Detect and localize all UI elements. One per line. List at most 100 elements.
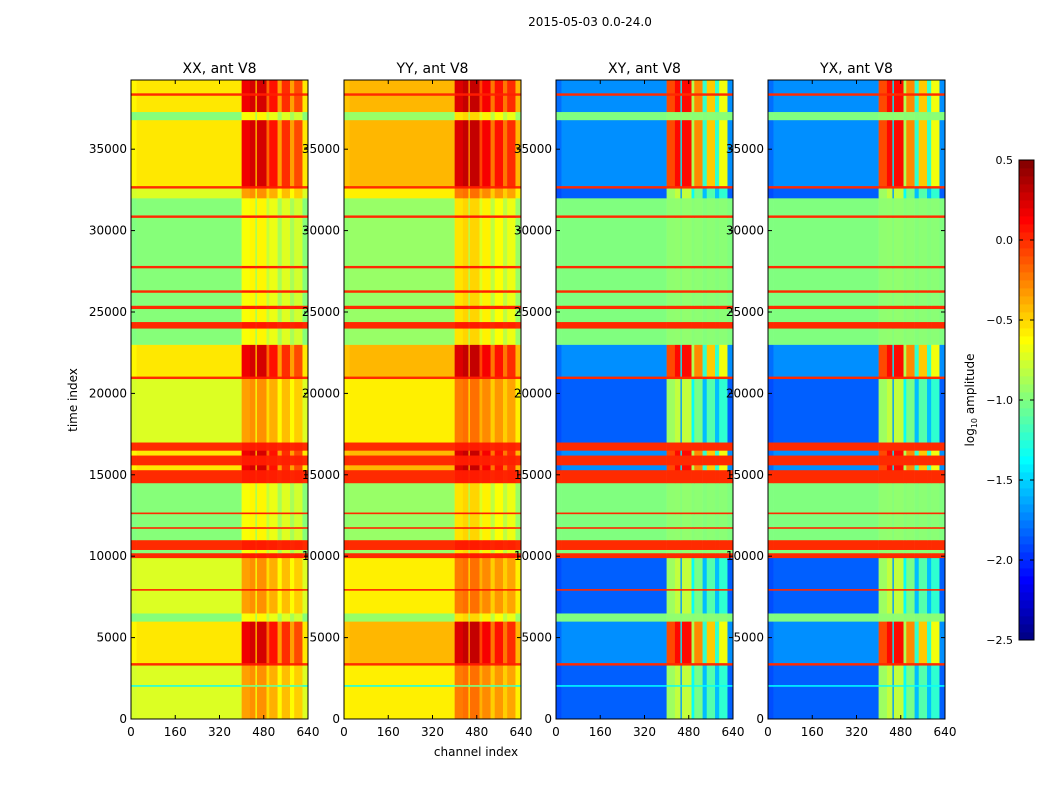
heatmap-cell: [878, 93, 888, 96]
heatmap-cell: [507, 590, 516, 614]
heatmap-cell: [302, 268, 309, 291]
heatmap-cell: [927, 684, 932, 687]
heatmap-cell: [490, 469, 496, 484]
heatmap-cell: [680, 328, 683, 345]
heatmap-cell: [503, 662, 508, 666]
heatmap-cell: [886, 185, 893, 189]
heatmap-cell: [482, 512, 491, 515]
heatmap-cell: [939, 665, 946, 686]
colorbar-segment: [1019, 248, 1034, 257]
heatmap-cell: [255, 512, 258, 515]
colorbar-segment: [1019, 432, 1034, 441]
heatmap-cell: [294, 292, 303, 306]
heatmap-cell: [503, 549, 508, 554]
colorbar-segment: [1019, 624, 1034, 633]
heatmap-cell: [131, 482, 137, 513]
heatmap-cell: [706, 80, 716, 94]
heatmap-cell: [906, 455, 915, 466]
heatmap-cell: [681, 684, 692, 687]
heatmap-cell: [903, 662, 907, 666]
heatmap-cell: [294, 376, 303, 380]
heatmap-cell: [906, 328, 915, 345]
heatmap-cell: [906, 526, 915, 529]
heatmap-cell: [906, 662, 915, 666]
heatmap-cell: [507, 198, 516, 216]
heatmap-cell: [706, 588, 716, 591]
heatmap-cell: [666, 376, 676, 380]
heatmap-cell: [479, 686, 483, 720]
heatmap-cell: [666, 344, 676, 377]
heatmap-cell: [715, 321, 720, 329]
heatmap-cell: [927, 308, 932, 323]
heatmap-cell: [494, 552, 504, 559]
heatmap-cell: [886, 549, 893, 554]
heatmap-cell: [702, 80, 708, 94]
heatmap-cell: [927, 185, 932, 189]
heatmap-cell: [469, 662, 480, 666]
heatmap-cell: [927, 686, 932, 720]
panel-3: YX, ant V80 160 320 480 64005000100001500020…: [726, 61, 957, 739]
heatmap-cell: [469, 590, 480, 614]
figure-title: 2015-05-03 0.0-24.0: [528, 15, 652, 29]
y-tick-label: 5000: [96, 631, 127, 645]
heatmap-cell: [507, 512, 516, 515]
heatmap-cell: [469, 292, 480, 306]
heatmap-cell: [666, 526, 676, 529]
heatmap-cell: [290, 328, 295, 345]
heatmap-cell: [773, 119, 879, 187]
heatmap-cell: [255, 528, 258, 541]
heatmap-cell: [255, 526, 258, 529]
heatmap-cell: [691, 465, 695, 471]
heatmap-cell: [503, 321, 508, 329]
x-tick-label: 640: [722, 725, 745, 739]
heatmap-cell: [469, 93, 480, 96]
heatmap-cell: [256, 552, 267, 559]
heatmap-cell: [691, 119, 695, 187]
heatmap-cell: [914, 621, 920, 664]
heatmap-cell: [727, 469, 734, 484]
heatmap-cell: [719, 528, 728, 541]
heatmap-cell: [468, 95, 471, 113]
heatmap-cell: [727, 328, 734, 345]
heatmap-cell: [768, 613, 774, 622]
heatmap-cell: [918, 268, 928, 291]
heatmap-cell: [773, 621, 879, 664]
heatmap-cell: [715, 450, 720, 456]
heatmap-cell: [681, 686, 692, 720]
heatmap-cell: [914, 305, 920, 310]
heatmap-cell: [773, 482, 879, 513]
heatmap-cell: [281, 111, 291, 121]
heatmap-cell: [469, 513, 480, 528]
heatmap-cell: [241, 93, 251, 96]
heatmap-cell: [462, 526, 469, 529]
x-tick-label: 320: [845, 725, 868, 739]
colorbar-segment: [1019, 328, 1034, 337]
heatmap-cell: [349, 119, 455, 187]
heatmap-cell: [503, 215, 508, 218]
heatmap-cell: [893, 512, 904, 515]
heatmap-cell: [931, 469, 940, 484]
heatmap-cell: [469, 80, 480, 94]
heatmap-cell: [136, 93, 242, 96]
heatmap-cell: [939, 469, 946, 484]
heatmap-cell: [454, 80, 464, 94]
heatmap-cell: [893, 308, 904, 323]
heatmap-cell: [906, 482, 915, 513]
heatmap-cell: [266, 328, 270, 345]
heatmap-cell: [469, 185, 480, 189]
heatmap-cell: [136, 305, 242, 310]
heatmap-cell: [561, 552, 667, 559]
heatmap-cell: [702, 378, 708, 443]
heatmap-cell: [878, 268, 888, 291]
heatmap-cell: [482, 621, 491, 664]
heatmap-cell: [503, 665, 508, 686]
heatmap-cell: [256, 549, 267, 554]
heatmap-cell: [302, 376, 309, 380]
y-tick-label: 20000: [514, 386, 552, 400]
heatmap-cell: [674, 119, 681, 187]
heatmap-cell: [281, 512, 291, 515]
heatmap-cell: [702, 188, 708, 199]
colorbar-segment: [1019, 280, 1034, 289]
heatmap-cell: [939, 93, 946, 96]
heatmap-cell: [241, 686, 251, 720]
